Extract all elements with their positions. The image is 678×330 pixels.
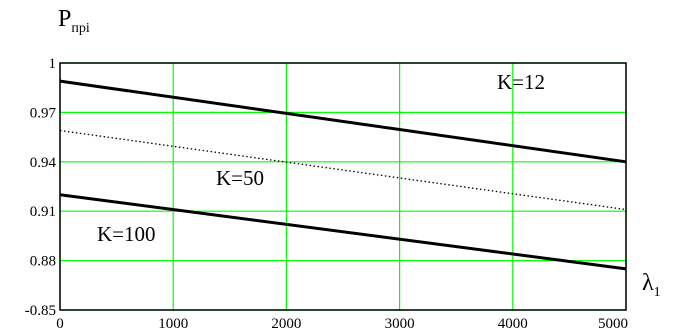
x-tick-label: 2000 (271, 316, 301, 330)
y-axis-label-sub: пpi (71, 21, 89, 36)
y-axis-label-main: P (58, 6, 71, 32)
x-tick-label: 1000 (158, 316, 188, 330)
x-tick-label: 5000 (598, 316, 628, 330)
y-tick-label: 1 (49, 56, 57, 72)
y-axis-label: Pпpi (58, 6, 90, 36)
y-tick-label: 0.94 (30, 155, 57, 171)
grid (59, 62, 627, 311)
y-tick-label: -0.85 (25, 303, 56, 319)
series-line-k-100 (59, 193, 627, 271)
y-tick-label: 0.88 (30, 254, 56, 270)
x-axis-label-main: λ (642, 270, 654, 296)
series-layer (59, 79, 627, 271)
annotation-k12: K=12 (497, 70, 545, 94)
y-tick-label: 0.97 (30, 105, 57, 121)
y-tick-labels: 1 0.97 0.94 0.91 0.88 -0.85 (25, 56, 57, 319)
x-tick-label: 4000 (498, 316, 528, 330)
y-tick-label: 0.91 (30, 204, 56, 220)
plot-frame (59, 62, 627, 311)
series-line-k-12 (59, 79, 627, 164)
x-axis-label: λ1 (642, 270, 661, 300)
annotation-k100: K=100 (97, 222, 156, 246)
series-line-k-50 (59, 129, 627, 211)
x-tick-label: 3000 (385, 316, 415, 330)
x-axis-label-sub: 1 (654, 285, 661, 300)
annotation-k50: K=50 (216, 166, 264, 190)
x-tick-labels: 0 1000 2000 3000 4000 5000 (56, 316, 628, 330)
x-tick-label: 0 (56, 316, 64, 330)
